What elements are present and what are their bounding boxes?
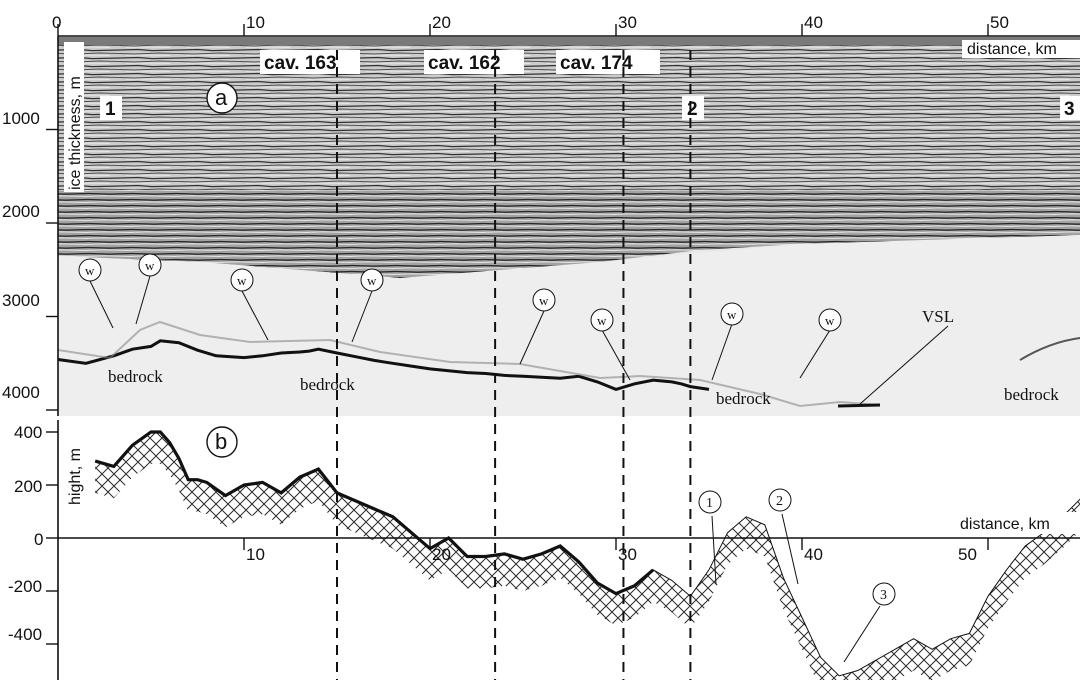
bedrock-profile-thick [94, 430, 655, 596]
a-x-tick-30: 30 [618, 13, 637, 32]
w-marker-3: w [237, 273, 247, 288]
a-y-axis-label: ice thickness, m [67, 76, 84, 190]
a-x-ticks [57, 24, 989, 36]
b-x-tick-50: 50 [958, 545, 977, 564]
a-xlabel-bg [962, 40, 1080, 58]
segment-marker-2: 2 [687, 99, 698, 120]
segment-marker-1: 1 [105, 99, 116, 120]
a-y-tick-1000: 1000 [2, 109, 40, 128]
b-y-tick-200: 200 [14, 477, 42, 496]
w-marker-4: w [367, 273, 377, 288]
b-y-tick-0: 0 [34, 530, 43, 549]
a-x-tick-10: 10 [246, 13, 265, 32]
b-y-tick-m400: -400 [8, 625, 42, 644]
b-x-tick-40: 40 [804, 545, 823, 564]
cavity-dashed-lines [336, 50, 692, 680]
seg-1-bg [100, 96, 122, 120]
w-marker-2: w [145, 258, 155, 273]
bedrock-label-4: bedrock [1004, 385, 1059, 404]
segment-marker-3: 3 [1064, 99, 1075, 120]
w-marker-6: w [597, 313, 607, 328]
panel-b-circle [206, 426, 238, 458]
bedrock-label-1: bedrock [108, 367, 163, 386]
panel-a: 0 10 20 30 40 50 distance, km 1000 2000 … [2, 13, 1080, 416]
a-y-tick-2000: 2000 [2, 202, 40, 221]
water-markers: w w w w w w w w [78, 253, 949, 405]
b-ylabel-bg [64, 430, 84, 508]
bedrock-reflection [57, 339, 710, 391]
seg-3-bg [1060, 96, 1080, 120]
bedrock-crosshatch [95, 432, 1080, 680]
vsl-reflection [837, 403, 881, 408]
lake-markers: 1 2 3 [698, 488, 896, 663]
echo-free-zone [58, 235, 1080, 416]
a-x-tick-0: 0 [52, 13, 61, 32]
panel-b-label: b [215, 429, 227, 454]
cavity-label-163: cav. 163 [264, 53, 337, 74]
vsl-label: VSL [922, 307, 954, 326]
bedrock-lower-edge [57, 320, 881, 408]
b-xlabel-bg [956, 512, 1080, 534]
w-marker-7: w [727, 307, 737, 322]
w-marker-5: w [539, 293, 549, 308]
b-x-ticks [243, 538, 989, 550]
bedrock-profile-line [95, 431, 1080, 677]
a-y-ticks [46, 128, 58, 411]
b-y-ticks [46, 431, 58, 645]
b-x-tick-20: 20 [432, 545, 451, 564]
lake-marker-1: 1 [706, 496, 713, 511]
a-ylabel-bg [64, 42, 84, 192]
b-y-tick-m200: -200 [8, 577, 42, 596]
a-y-tick-4000: 4000 [2, 383, 40, 402]
b-x-axis-label: distance, km [960, 516, 1050, 533]
b-y-tick-400: 400 [14, 423, 42, 442]
cavity-label-174: cav. 174 [560, 53, 633, 74]
lake-marker-2: 2 [776, 494, 783, 509]
internal-layers-lower [58, 190, 1080, 278]
a-x-tick-20: 20 [432, 13, 451, 32]
a-x-axis-label: distance, km [967, 41, 1057, 58]
a-x-tick-40: 40 [804, 13, 823, 32]
cav-174-bg [556, 50, 660, 74]
seg-2-bg [682, 96, 704, 120]
w-marker-1: w [85, 263, 95, 278]
panel-b: 400 200 0 -200 -400 hight, m 10 20 30 40… [8, 420, 1080, 680]
a-y-tick-3000: 3000 [2, 291, 40, 310]
surface-reflection [58, 37, 1080, 45]
b-x-tick-30: 30 [618, 545, 637, 564]
panel-a-circle [206, 82, 238, 114]
cav-163-bg [260, 50, 360, 74]
cavity-label-162: cav. 162 [428, 53, 501, 74]
cav-162-bg [424, 50, 524, 74]
panel-a-label: a [215, 85, 228, 110]
bedrock-label-3: bedrock [716, 389, 771, 408]
lake-marker-3: 3 [880, 588, 887, 603]
w-marker-8: w [825, 313, 835, 328]
b-x-tick-10: 10 [246, 545, 265, 564]
bedrock-label-2: bedrock [300, 375, 355, 394]
a-x-tick-50: 50 [990, 13, 1009, 32]
bedrock-right-fragment [1019, 337, 1080, 361]
b-y-axis-label: hight, m [67, 448, 84, 505]
